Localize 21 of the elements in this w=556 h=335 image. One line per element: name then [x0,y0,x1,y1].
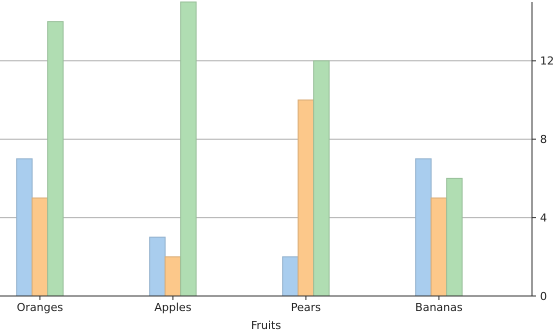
bar [180,2,197,296]
bar [415,158,432,296]
x-tick-label: Oranges [16,301,64,314]
bar [430,198,448,296]
y-tick-label: 12 [540,54,554,68]
bar [313,60,330,296]
bar [298,100,314,296]
bar [164,256,182,296]
bar [446,178,463,296]
y-tick-label: 8 [540,133,547,146]
bar [16,158,33,296]
x-axis-title: Fruits [250,319,282,332]
y-tick-label: 4 [540,211,547,224]
bar [282,256,299,296]
x-tick-label: Bananas [415,301,463,314]
bar [149,236,166,296]
bar [32,198,48,296]
y-tick-label: 0 [540,290,547,303]
x-tick-label: Apples [154,301,192,314]
x-tick-label: Pears [290,301,322,314]
bar [47,21,64,296]
